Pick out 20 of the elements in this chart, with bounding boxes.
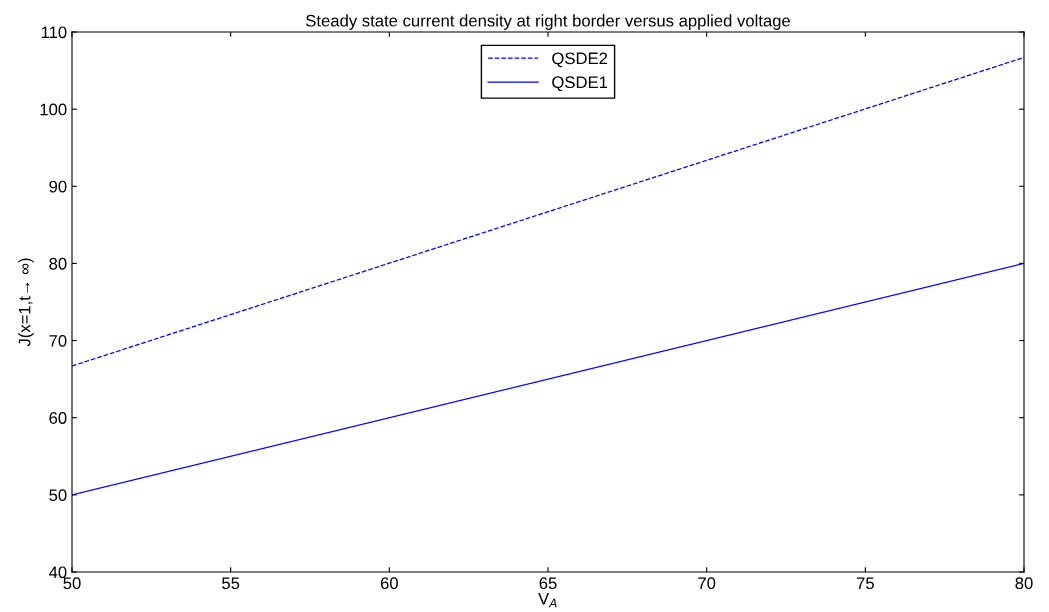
chart-title: Steady state current density at right border versus applied voltage <box>306 14 791 30</box>
y-tick-label: 90 <box>49 180 67 193</box>
y-tick-label: 60 <box>49 412 67 424</box>
y-tick-label: 100 <box>40 103 67 116</box>
x-tick-label: 60 <box>380 577 398 590</box>
y-tick-label: 40 <box>48 566 67 579</box>
y-tick-label: 80 <box>49 257 67 270</box>
y-tick-label: 110 <box>41 26 67 39</box>
x-tick-label: 80 <box>1015 577 1033 590</box>
x-tick-label: 70 <box>698 577 716 590</box>
x-axis-title: V$_{A}$ <box>538 592 557 608</box>
y-tick-label: 70 <box>49 334 67 347</box>
x-tick-label: 50 <box>63 577 81 590</box>
x-tick-label: 65 <box>539 577 557 590</box>
legend-label: QSDE2 <box>552 52 608 68</box>
y-tick-label: 50 <box>49 489 67 502</box>
y-axis-title: J(x=1,t→ ∞) <box>18 258 34 347</box>
legend-label: QSDE1 <box>552 76 608 92</box>
x-tick-label: 55 <box>222 577 240 590</box>
x-tick-label: 75 <box>856 577 874 590</box>
